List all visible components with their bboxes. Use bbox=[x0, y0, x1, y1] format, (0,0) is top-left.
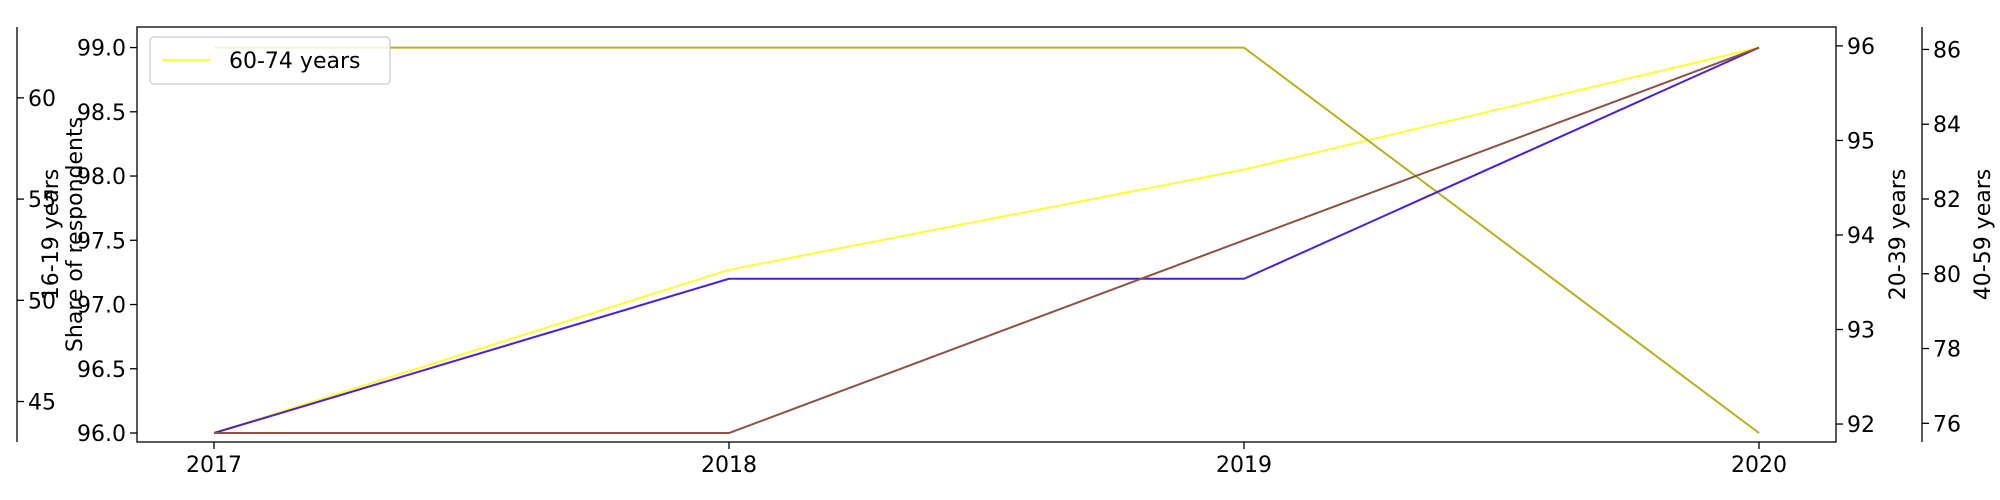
y-tick-label: 95 bbox=[1847, 129, 1875, 154]
y-tick-label: 99.0 bbox=[77, 37, 126, 62]
axis-title: Share of respondents bbox=[63, 117, 88, 352]
plot-lines bbox=[213, 46, 1760, 434]
y-tick-label: 84 bbox=[1933, 113, 1961, 138]
y-tick-label: 97.5 bbox=[77, 229, 126, 254]
left-outer-axis: 45 50 55 60 16-19 years bbox=[16, 27, 64, 442]
series-line-3 bbox=[214, 46, 1760, 434]
axis-title: 16-19 years bbox=[39, 169, 64, 300]
axis-title: 20-39 years bbox=[1886, 169, 1911, 300]
series-line-2 bbox=[213, 46, 1760, 434]
y-tick-label: 76 bbox=[1933, 412, 1961, 437]
y-tick-label: 98.5 bbox=[77, 101, 126, 126]
x-tick-label: 2017 bbox=[186, 453, 242, 478]
right-outer-axis: 76 78 80 82 84 86 40-59 years bbox=[1921, 27, 1996, 442]
y-tick-label: 93 bbox=[1847, 319, 1875, 344]
x-tick-label: 2020 bbox=[1731, 453, 1787, 478]
y-tick-label: 96.0 bbox=[77, 422, 126, 447]
y-tick-label: 98.0 bbox=[77, 165, 126, 190]
y-tick-label: 92 bbox=[1847, 413, 1875, 438]
y-tick-label: 45 bbox=[28, 391, 56, 416]
series-line-0 bbox=[213, 46, 1760, 434]
right-inner-axis: 92 93 94 95 96 20-39 years bbox=[1836, 35, 1911, 438]
y-tick-label: 97.0 bbox=[77, 294, 126, 319]
y-tick-label: 94 bbox=[1847, 224, 1875, 249]
x-tick-label: 2018 bbox=[701, 453, 757, 478]
x-axis: 2017 2018 2019 2020 bbox=[186, 442, 1787, 478]
y-tick-label: 80 bbox=[1933, 263, 1961, 288]
series-line-1 bbox=[214, 46, 1760, 434]
y-tick-label: 50 bbox=[28, 289, 56, 314]
y-tick-label: 55 bbox=[28, 188, 56, 213]
x-tick-label: 2019 bbox=[1216, 453, 1272, 478]
y-tick-label: 96.5 bbox=[77, 358, 126, 383]
left-axis: 96.0 96.5 97.0 97.5 98.0 98.5 99.0 Share of res… bbox=[63, 37, 137, 447]
legend-box bbox=[149, 36, 391, 85]
legend-entry: 60-74 years bbox=[229, 49, 360, 74]
y-tick-label: 86 bbox=[1933, 38, 1961, 63]
y-tick-label: 60 bbox=[28, 87, 56, 112]
legend: 60-74 years bbox=[149, 36, 391, 85]
axis-title: 40-59 years bbox=[1971, 169, 1996, 300]
y-tick-label: 82 bbox=[1933, 188, 1961, 213]
y-tick-label: 96 bbox=[1847, 35, 1875, 60]
y-tick-label: 78 bbox=[1933, 338, 1961, 363]
